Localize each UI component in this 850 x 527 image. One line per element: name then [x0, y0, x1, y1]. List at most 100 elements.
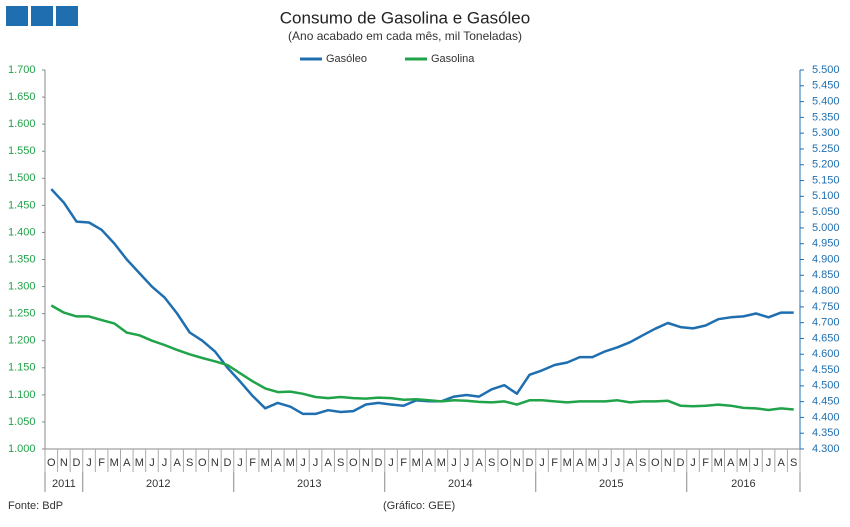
y2-tick-label: 4.950: [812, 238, 840, 250]
y2-tick-label: 5.500: [812, 64, 840, 76]
y2-tick-label: 4.650: [812, 332, 840, 344]
x-tick-label: N: [60, 457, 68, 469]
y2-tick-label: 4.900: [812, 253, 840, 265]
x-tick-label: J: [300, 457, 306, 469]
chart-title: Consumo de Gasolina e Gasóleo: [280, 8, 530, 27]
year-label: 2012: [146, 478, 170, 490]
year-label: 2013: [297, 478, 321, 490]
y2-tick-label: 4.750: [812, 301, 840, 313]
x-tick-label: M: [739, 457, 748, 469]
x-tick-label: M: [412, 457, 421, 469]
x-tick-label: O: [198, 457, 207, 469]
x-tick-label: J: [464, 457, 470, 469]
y2-tick-label: 5.100: [812, 190, 840, 202]
x-tick-label: M: [588, 457, 597, 469]
x-tick-label: A: [324, 457, 332, 469]
y2-tick-label: 5.250: [812, 143, 840, 155]
x-tick-label: O: [651, 457, 660, 469]
y2-tick-label: 4.300: [812, 443, 840, 455]
credit: (Gráfico: GEE): [383, 500, 455, 512]
x-tick-label: N: [513, 457, 521, 469]
x-tick-label: D: [374, 457, 382, 469]
x-tick-label: O: [500, 457, 509, 469]
year-label: 2015: [599, 478, 623, 490]
y2-tick-label: 5.400: [812, 95, 840, 107]
y2-tick-label: 4.450: [812, 396, 840, 408]
y2-tick-label: 4.600: [812, 348, 840, 360]
x-tick-label: S: [790, 457, 797, 469]
x-tick-label: M: [437, 457, 446, 469]
x-tick-label: J: [451, 457, 457, 469]
x-tick-label: J: [237, 457, 243, 469]
x-tick-label: A: [777, 457, 785, 469]
y2-tick-label: 5.300: [812, 127, 840, 139]
y2-tick-label: 4.550: [812, 364, 840, 376]
y2-tick-label: 5.450: [812, 80, 840, 92]
x-tick-label: M: [261, 457, 270, 469]
x-tick-label: M: [563, 457, 572, 469]
x-tick-label: J: [615, 457, 621, 469]
y-tick-label: 1.050: [8, 416, 36, 428]
y-tick-label: 1.200: [8, 335, 36, 347]
x-tick-label: A: [475, 457, 483, 469]
x-tick-label: A: [274, 457, 282, 469]
y-tick-label: 1.550: [8, 145, 36, 157]
y2-tick-label: 5.200: [812, 159, 840, 171]
x-tick-label: A: [123, 457, 131, 469]
x-tick-label: A: [576, 457, 584, 469]
y2-tick-label: 5.350: [812, 111, 840, 123]
y-tick-label: 1.700: [8, 64, 36, 76]
x-tick-label: S: [488, 457, 495, 469]
y2-tick-label: 4.700: [812, 317, 840, 329]
y-tick-label: 1.650: [8, 91, 36, 103]
x-tick-label: O: [349, 457, 358, 469]
legend-label: Gasóleo: [326, 53, 367, 65]
x-tick-label: S: [639, 457, 646, 469]
year-label: 2011: [52, 478, 76, 490]
x-tick-label: D: [525, 457, 533, 469]
y2-tick-label: 4.350: [812, 427, 840, 439]
x-tick-label: J: [753, 457, 759, 469]
x-tick-label: O: [47, 457, 56, 469]
y-tick-label: 1.350: [8, 253, 36, 265]
y-tick-label: 1.600: [8, 118, 36, 130]
y2-tick-label: 4.500: [812, 380, 840, 392]
x-tick-label: D: [72, 457, 80, 469]
logo-block: [56, 6, 78, 26]
logo-block: [31, 6, 53, 26]
x-tick-label: J: [149, 457, 155, 469]
x-tick-label: F: [98, 457, 105, 469]
x-tick-label: J: [162, 457, 168, 469]
legend-label: Gasolina: [431, 53, 475, 65]
chart-subtitle: (Ano acabado em cada mês, mil Toneladas): [288, 29, 522, 43]
x-tick-label: J: [690, 457, 696, 469]
x-tick-label: D: [223, 457, 231, 469]
y-tick-label: 1.250: [8, 308, 36, 320]
x-tick-label: F: [400, 457, 407, 469]
y-tick-label: 1.300: [8, 280, 36, 292]
x-tick-label: F: [249, 457, 256, 469]
x-tick-label: D: [676, 457, 684, 469]
series-line: [50, 188, 794, 416]
source: Fonte: BdP: [8, 500, 63, 512]
y2-tick-label: 5.150: [812, 174, 840, 186]
x-tick-label: A: [727, 457, 735, 469]
x-tick-label: M: [714, 457, 723, 469]
y2-tick-label: 4.850: [812, 269, 840, 281]
y-tick-label: 1.450: [8, 199, 36, 211]
x-tick-label: J: [602, 457, 608, 469]
x-tick-label: N: [362, 457, 370, 469]
x-tick-label: S: [337, 457, 344, 469]
y2-tick-label: 5.050: [812, 206, 840, 218]
x-tick-label: J: [313, 457, 319, 469]
x-tick-label: F: [551, 457, 558, 469]
y-tick-label: 1.000: [8, 443, 36, 455]
x-tick-label: J: [388, 457, 394, 469]
year-label: 2016: [731, 478, 755, 490]
x-tick-label: J: [766, 457, 772, 469]
x-tick-label: N: [664, 457, 672, 469]
x-tick-label: J: [539, 457, 545, 469]
y2-tick-label: 5.000: [812, 222, 840, 234]
year-label: 2014: [448, 478, 472, 490]
y-tick-label: 1.150: [8, 362, 36, 374]
